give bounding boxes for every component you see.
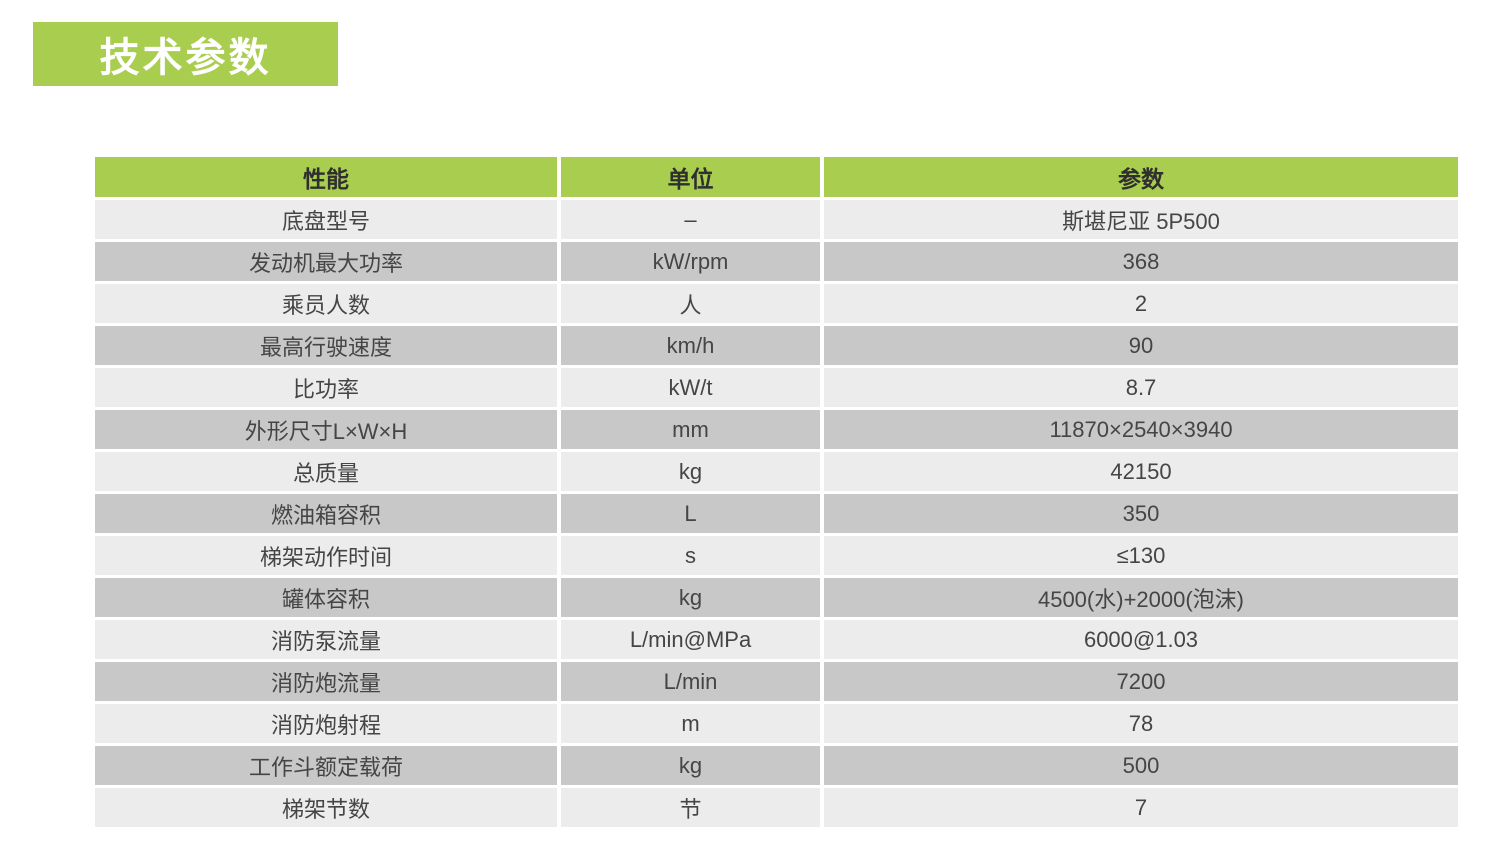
- cell-performance: 罐体容积: [95, 578, 557, 617]
- cell-performance: 外形尺寸L×W×H: [95, 410, 557, 449]
- cell-unit: 节: [561, 788, 820, 827]
- spec-table: 性能 单位 参数 底盘型号 – 斯堪尼亚 5P500 发动机最大功率 kW/rpm 368…: [95, 157, 1458, 827]
- cell-unit: kg: [561, 452, 820, 491]
- cell-unit: –: [561, 200, 820, 239]
- cell-value: 斯堪尼亚 5P500: [824, 200, 1458, 239]
- cell-unit: kW/t: [561, 368, 820, 407]
- cell-value: ≤130: [824, 536, 1458, 575]
- cell-unit: kg: [561, 578, 820, 617]
- cell-unit: L/min@MPa: [561, 620, 820, 659]
- cell-value: 500: [824, 746, 1458, 785]
- cell-performance: 总质量: [95, 452, 557, 491]
- cell-unit: m: [561, 704, 820, 743]
- cell-performance: 梯架节数: [95, 788, 557, 827]
- cell-performance: 发动机最大功率: [95, 242, 557, 281]
- cell-performance: 消防炮射程: [95, 704, 557, 743]
- column-header-performance: 性能: [95, 157, 557, 197]
- cell-performance: 消防炮流量: [95, 662, 557, 701]
- cell-unit: kg: [561, 746, 820, 785]
- cell-performance: 工作斗额定载荷: [95, 746, 557, 785]
- cell-unit: kW/rpm: [561, 242, 820, 281]
- cell-performance: 梯架动作时间: [95, 536, 557, 575]
- cell-value: 78: [824, 704, 1458, 743]
- cell-value: 4500(水)+2000(泡沫): [824, 578, 1458, 617]
- cell-performance: 消防泵流量: [95, 620, 557, 659]
- cell-unit: mm: [561, 410, 820, 449]
- cell-unit: L/min: [561, 662, 820, 701]
- cell-performance: 乘员人数: [95, 284, 557, 323]
- cell-value: 350: [824, 494, 1458, 533]
- cell-value: 368: [824, 242, 1458, 281]
- cell-performance: 最高行驶速度: [95, 326, 557, 365]
- cell-performance: 燃油箱容积: [95, 494, 557, 533]
- cell-unit: L: [561, 494, 820, 533]
- column-header-value: 参数: [824, 157, 1458, 197]
- column-header-unit: 单位: [561, 157, 820, 197]
- cell-unit: km/h: [561, 326, 820, 365]
- cell-value: 6000@1.03: [824, 620, 1458, 659]
- cell-performance: 比功率: [95, 368, 557, 407]
- cell-value: 42150: [824, 452, 1458, 491]
- cell-value: 90: [824, 326, 1458, 365]
- cell-value: 11870×2540×3940: [824, 410, 1458, 449]
- cell-value: 2: [824, 284, 1458, 323]
- cell-value: 7: [824, 788, 1458, 827]
- cell-performance: 底盘型号: [95, 200, 557, 239]
- cell-value: 7200: [824, 662, 1458, 701]
- page-title: 技术参数: [33, 22, 338, 86]
- cell-unit: s: [561, 536, 820, 575]
- cell-unit: 人: [561, 284, 820, 323]
- cell-value: 8.7: [824, 368, 1458, 407]
